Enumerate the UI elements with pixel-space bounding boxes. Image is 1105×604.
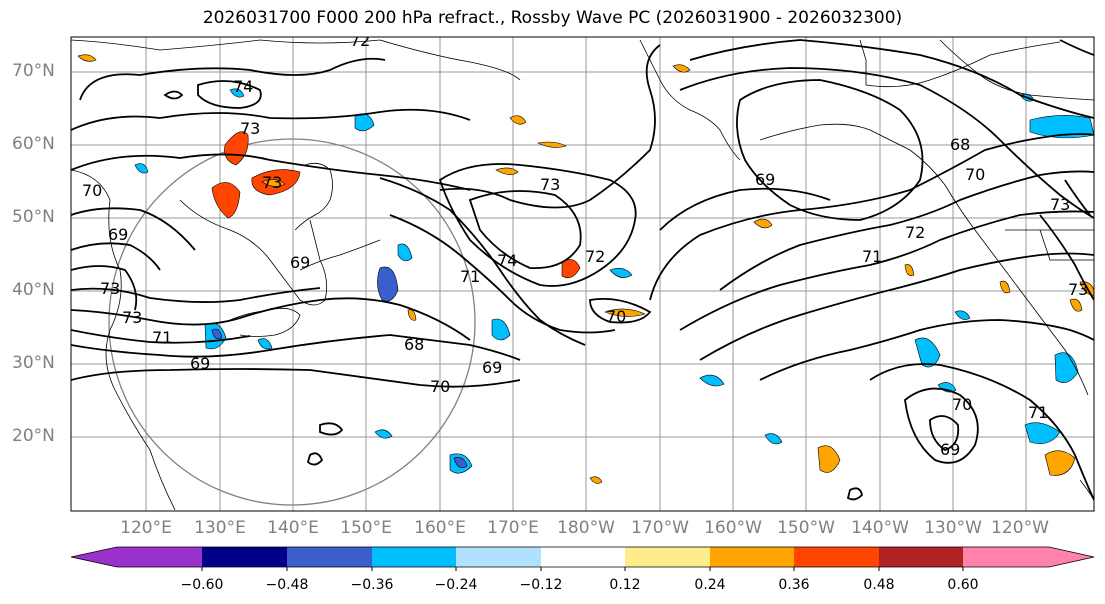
anomaly-patches (77, 54, 1094, 484)
colorbar-segment (1049, 547, 1094, 567)
contour-label: 73 (122, 308, 142, 327)
colorbar-segment (541, 547, 625, 567)
lon-label: 120°W (991, 518, 1049, 538)
colorbar-tick-label: 0.48 (863, 577, 895, 593)
contour-label: 72 (905, 223, 925, 242)
lon-label: 140°W (851, 518, 909, 538)
contour-label: 70 (430, 377, 450, 396)
lon-label: 130°W (924, 518, 982, 538)
lon-label: 160°E (414, 518, 466, 538)
lon-label: 160°W (704, 518, 762, 538)
lon-label: 180°W (557, 518, 615, 538)
colorbar-tick-label: −0.60 (180, 577, 224, 593)
lon-label: 150°E (340, 518, 392, 538)
contour-label: 69 (290, 253, 310, 272)
contour-label: 74 (497, 251, 517, 270)
colorbar-segment (625, 547, 710, 567)
colorbar-segment (456, 547, 541, 567)
contour-label: 71 (1028, 403, 1048, 422)
contour-label: 70 (952, 395, 972, 414)
colorbar-segment (287, 547, 372, 567)
lat-label: 60°N (12, 134, 55, 154)
colorbar-tick-label: 0.12 (609, 577, 641, 593)
lat-label: 40°N (12, 280, 55, 300)
contour-label: 70 (82, 181, 102, 200)
contour-label: 73 (540, 175, 560, 194)
colorbar-tick-label: −0.24 (434, 577, 478, 593)
colorbar-segment (794, 547, 879, 567)
contour-label: 70 (965, 165, 985, 184)
contour-label: 73 (100, 279, 120, 298)
contour-label: 69 (482, 358, 502, 377)
lat-label: 20°N (12, 426, 55, 446)
lon-label: 140°E (267, 518, 319, 538)
contour-label: 71 (862, 247, 882, 266)
plot-area (71, 37, 1094, 511)
contour-label: 69 (190, 354, 210, 373)
colorbar-tick-label: 0.60 (947, 577, 979, 593)
colorbar-tick-label: −0.12 (519, 577, 563, 593)
colorbar-segment (202, 547, 287, 567)
contour-label: 69 (755, 170, 775, 189)
lon-label: 150°W (777, 518, 835, 538)
lat-label: 70°N (12, 61, 55, 81)
contour-label: 73 (1050, 195, 1070, 214)
contour-label: 69 (108, 225, 128, 244)
contour-label: 73 (262, 173, 282, 192)
contour-label: 72 (585, 247, 605, 266)
contour-label: 69 (940, 440, 960, 459)
contour-label: 73 (240, 119, 260, 138)
colorbar-segment (879, 547, 963, 567)
contour-label: 72 (350, 31, 370, 50)
colorbar-segment (372, 547, 456, 567)
lon-label: 130°E (194, 518, 246, 538)
lat-label: 50°N (12, 207, 55, 227)
map-title: 2026031700 F000 200 hPa refract., Rossby… (202, 8, 903, 28)
refractivity-contours (71, 39, 1094, 501)
colorbar-tick-label: −0.48 (265, 577, 309, 593)
lon-label: 170°E (487, 518, 539, 538)
colorbar (70, 546, 1095, 571)
lon-label: 170°W (631, 518, 689, 538)
contour-labels: 72 74 73 73 70 69 69 73 73 71 69 68 70 6… (82, 31, 1088, 459)
colorbar-segment (963, 547, 1049, 567)
colorbar-tick-label: 0.36 (778, 577, 810, 593)
contour-label: 68 (950, 135, 970, 154)
colorbar-tick-label: −0.36 (350, 577, 394, 593)
contour-label: 68 (404, 335, 424, 354)
colorbar-segment (117, 547, 202, 567)
rossby-source-circle (108, 138, 476, 506)
contour-label: 70 (606, 307, 626, 326)
lat-label: 30°N (12, 353, 55, 373)
contour-label: 74 (233, 77, 253, 96)
colorbar-segment (710, 547, 794, 567)
plot-frame (70, 36, 1095, 512)
contour-label: 71 (152, 328, 172, 347)
contour-label: 73 (1068, 280, 1088, 299)
colorbar-tick-label: 0.24 (694, 577, 726, 593)
lon-label: 120°E (120, 518, 172, 538)
colorbar-segment (71, 547, 117, 567)
contour-label: 71 (460, 267, 480, 286)
